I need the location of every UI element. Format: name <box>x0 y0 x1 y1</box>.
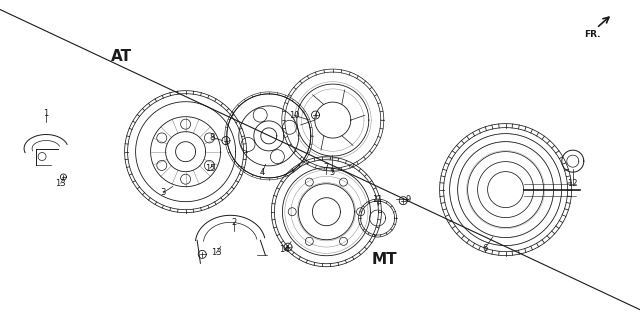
Text: MT: MT <box>371 252 397 267</box>
Text: 2: 2 <box>231 218 236 227</box>
Text: 13: 13 <box>56 179 66 188</box>
Text: 8: 8 <box>210 133 215 142</box>
Text: AT: AT <box>111 49 132 64</box>
Text: 13: 13 <box>211 248 221 257</box>
Text: 14: 14 <box>280 245 290 254</box>
Text: 3: 3 <box>161 188 166 197</box>
Text: 1: 1 <box>44 109 49 118</box>
Text: 4: 4 <box>260 168 265 177</box>
Text: 5: 5 <box>329 168 334 177</box>
Text: 15: 15 <box>205 164 215 173</box>
Text: 9: 9 <box>406 195 411 204</box>
Text: 7: 7 <box>324 163 329 172</box>
Text: 11: 11 <box>372 195 383 204</box>
Text: 12: 12 <box>568 179 578 188</box>
Text: 6: 6 <box>483 244 488 252</box>
Text: FR.: FR. <box>584 30 601 39</box>
Text: 10: 10 <box>289 111 300 120</box>
